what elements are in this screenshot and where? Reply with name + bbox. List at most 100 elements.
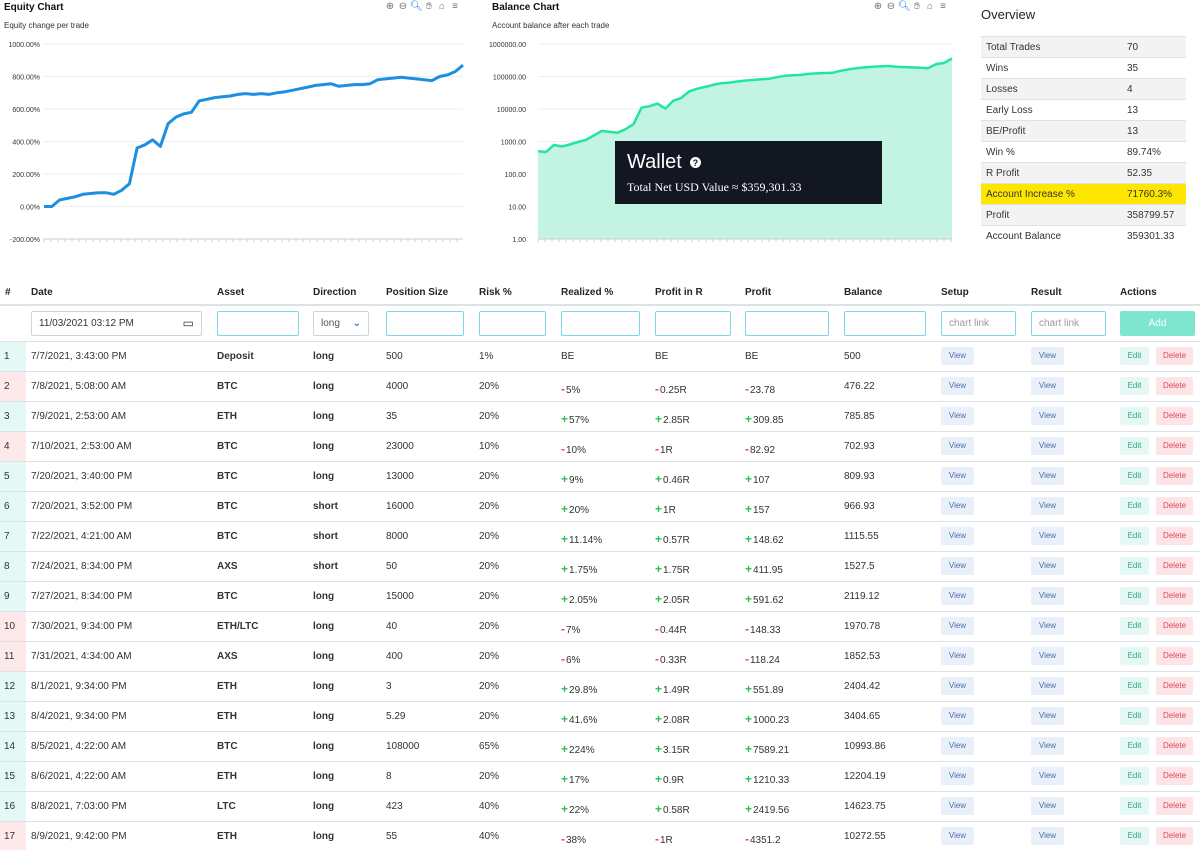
y-tick-label: 600.00% (12, 107, 40, 114)
trade-profit: 118.24 (740, 640, 839, 671)
direction-select[interactable]: long ⌄ (313, 310, 369, 336)
setup-view-button[interactable]: View (941, 647, 974, 665)
delete-button[interactable]: Delete (1156, 587, 1193, 605)
setup-view-button[interactable]: View (941, 737, 974, 755)
trade-asset: BTC (212, 730, 308, 761)
delete-button[interactable]: Delete (1156, 617, 1193, 635)
setup-view-button[interactable]: View (941, 587, 974, 605)
setup-input[interactable]: chart link (941, 310, 1016, 336)
result-view-button[interactable]: View (1031, 467, 1064, 485)
edit-button[interactable]: Edit (1120, 827, 1149, 846)
setup-view-button[interactable]: View (941, 467, 974, 485)
menu-icon[interactable]: ≡ (452, 1, 458, 12)
setup-view-button[interactable]: View (941, 347, 974, 365)
setup-view-button[interactable]: View (941, 437, 974, 455)
edit-button[interactable]: Edit (1120, 677, 1149, 695)
edit-button[interactable]: Edit (1120, 707, 1149, 725)
setup-view-button[interactable]: View (941, 377, 974, 395)
edit-button[interactable]: Edit (1120, 407, 1149, 425)
result-view-button[interactable]: View (1031, 377, 1064, 395)
edit-button[interactable]: Edit (1120, 647, 1149, 665)
menu-icon[interactable]: ≡ (940, 1, 946, 12)
result-view-button[interactable]: View (1031, 707, 1064, 725)
trade-direction: long (308, 640, 381, 671)
overview-row: Early Loss 13 (981, 99, 1186, 121)
home-icon[interactable]: ⌂ (926, 1, 934, 12)
result-view-button[interactable]: View (1031, 497, 1064, 515)
result-view-button[interactable]: View (1031, 407, 1064, 425)
realized-input[interactable] (561, 310, 640, 336)
delete-button[interactable]: Delete (1156, 437, 1193, 455)
delete-button[interactable]: Delete (1156, 407, 1193, 425)
zoom-out-icon[interactable]: ⊖ (886, 1, 896, 12)
setup-view-button[interactable]: View (941, 617, 974, 635)
delete-button[interactable]: Delete (1156, 647, 1193, 665)
result-view-button[interactable]: View (1031, 767, 1064, 785)
edit-button[interactable]: Edit (1120, 467, 1149, 485)
result-view-button[interactable]: View (1031, 587, 1064, 605)
edit-button[interactable]: Edit (1120, 797, 1149, 815)
result-view-button[interactable]: View (1031, 797, 1064, 815)
zoom-in-icon[interactable]: ⊕ (873, 1, 883, 12)
calendar-icon[interactable]: ▭ (182, 315, 194, 330)
setup-view-button[interactable]: View (941, 557, 974, 575)
delete-button[interactable]: Delete (1156, 767, 1193, 785)
setup-view-button[interactable]: View (941, 527, 974, 545)
delete-button[interactable]: Delete (1156, 467, 1193, 485)
position-size-input[interactable] (386, 310, 464, 336)
setup-view-button[interactable]: View (941, 767, 974, 785)
search-icon[interactable]: 🔍︎ (410, 1, 423, 12)
date-input[interactable]: 11/03/2021 03:12 PM ▭ (31, 310, 202, 336)
setup-view-button[interactable]: View (941, 677, 974, 695)
delete-button[interactable]: Delete (1156, 827, 1193, 846)
edit-button[interactable]: Edit (1120, 347, 1149, 365)
balance-input[interactable] (844, 310, 926, 336)
risk-input[interactable] (479, 310, 546, 336)
result-view-button[interactable]: View (1031, 677, 1064, 695)
asset-input[interactable] (217, 310, 299, 336)
result-view-button[interactable]: View (1031, 617, 1064, 635)
search-icon[interactable]: 🔍︎ (898, 1, 911, 12)
trade-profit: BE (740, 340, 839, 371)
result-view-button[interactable]: View (1031, 827, 1064, 846)
delete-button[interactable]: Delete (1156, 677, 1193, 695)
pan-hand-icon[interactable]: ✋︎ (914, 1, 920, 12)
edit-button[interactable]: Edit (1120, 527, 1149, 545)
edit-button[interactable]: Edit (1120, 557, 1149, 575)
edit-button[interactable]: Edit (1120, 437, 1149, 455)
result-input[interactable]: chart link (1031, 310, 1106, 336)
result-view-button[interactable]: View (1031, 557, 1064, 575)
delete-button[interactable]: Delete (1156, 707, 1193, 725)
home-icon[interactable]: ⌂ (438, 1, 446, 12)
setup-view-button[interactable]: View (941, 707, 974, 725)
edit-button[interactable]: Edit (1120, 587, 1149, 605)
delete-button[interactable]: Delete (1156, 557, 1193, 575)
result-view-button[interactable]: View (1031, 347, 1064, 365)
edit-button[interactable]: Edit (1120, 377, 1149, 395)
question-circle-icon[interactable]: ? (689, 157, 701, 168)
pan-hand-icon[interactable]: ✋︎ (426, 1, 432, 12)
delete-button[interactable]: Delete (1156, 737, 1193, 755)
delete-button[interactable]: Delete (1156, 377, 1193, 395)
zoom-in-icon[interactable]: ⊕ (385, 1, 395, 12)
result-view-button[interactable]: View (1031, 737, 1064, 755)
delete-button[interactable]: Delete (1156, 527, 1193, 545)
result-view-button[interactable]: View (1031, 437, 1064, 455)
zoom-out-icon[interactable]: ⊖ (398, 1, 408, 12)
profit-input[interactable] (745, 310, 829, 336)
setup-view-button[interactable]: View (941, 797, 974, 815)
add-trade-button[interactable]: Add (1120, 310, 1195, 336)
result-view-button[interactable]: View (1031, 527, 1064, 545)
edit-button[interactable]: Edit (1120, 737, 1149, 755)
edit-button[interactable]: Edit (1120, 497, 1149, 515)
setup-view-button[interactable]: View (941, 497, 974, 515)
delete-button[interactable]: Delete (1156, 797, 1193, 815)
result-view-button[interactable]: View (1031, 647, 1064, 665)
setup-view-button[interactable]: View (941, 827, 974, 846)
profit-r-input[interactable] (655, 310, 731, 336)
setup-view-button[interactable]: View (941, 407, 974, 425)
delete-button[interactable]: Delete (1156, 497, 1193, 515)
edit-button[interactable]: Edit (1120, 767, 1149, 785)
edit-button[interactable]: Edit (1120, 617, 1149, 635)
delete-button[interactable]: Delete (1156, 347, 1193, 365)
